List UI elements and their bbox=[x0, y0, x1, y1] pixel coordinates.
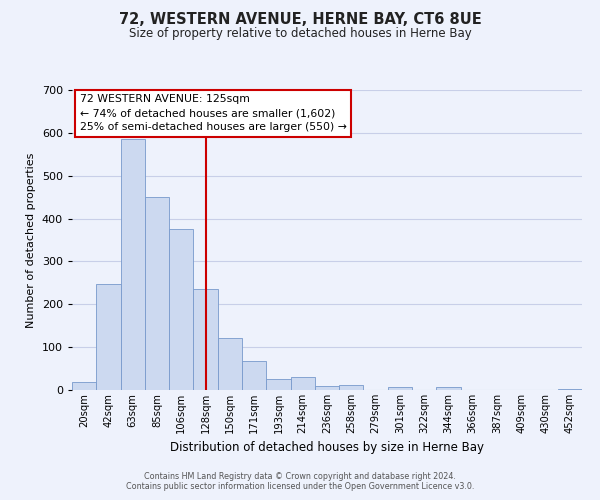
Bar bbox=[558, 388, 582, 390]
Text: Contains public sector information licensed under the Open Government Licence v3: Contains public sector information licen… bbox=[126, 482, 474, 491]
Text: 72, WESTERN AVENUE, HERNE BAY, CT6 8UE: 72, WESTERN AVENUE, HERNE BAY, CT6 8UE bbox=[119, 12, 481, 28]
Bar bbox=[145, 197, 169, 390]
Y-axis label: Number of detached properties: Number of detached properties bbox=[26, 152, 36, 328]
Bar bbox=[339, 385, 364, 390]
Bar bbox=[169, 230, 193, 390]
Text: 72 WESTERN AVENUE: 125sqm
← 74% of detached houses are smaller (1,602)
25% of se: 72 WESTERN AVENUE: 125sqm ← 74% of detac… bbox=[80, 94, 347, 132]
Bar bbox=[96, 284, 121, 390]
Bar bbox=[388, 386, 412, 390]
X-axis label: Distribution of detached houses by size in Herne Bay: Distribution of detached houses by size … bbox=[170, 442, 484, 454]
Bar bbox=[436, 386, 461, 390]
Bar bbox=[72, 382, 96, 390]
Text: Size of property relative to detached houses in Herne Bay: Size of property relative to detached ho… bbox=[128, 28, 472, 40]
Bar bbox=[218, 338, 242, 390]
Bar bbox=[121, 140, 145, 390]
Text: Contains HM Land Registry data © Crown copyright and database right 2024.: Contains HM Land Registry data © Crown c… bbox=[144, 472, 456, 481]
Bar bbox=[290, 377, 315, 390]
Bar bbox=[242, 362, 266, 390]
Bar bbox=[315, 386, 339, 390]
Bar bbox=[193, 290, 218, 390]
Bar bbox=[266, 380, 290, 390]
